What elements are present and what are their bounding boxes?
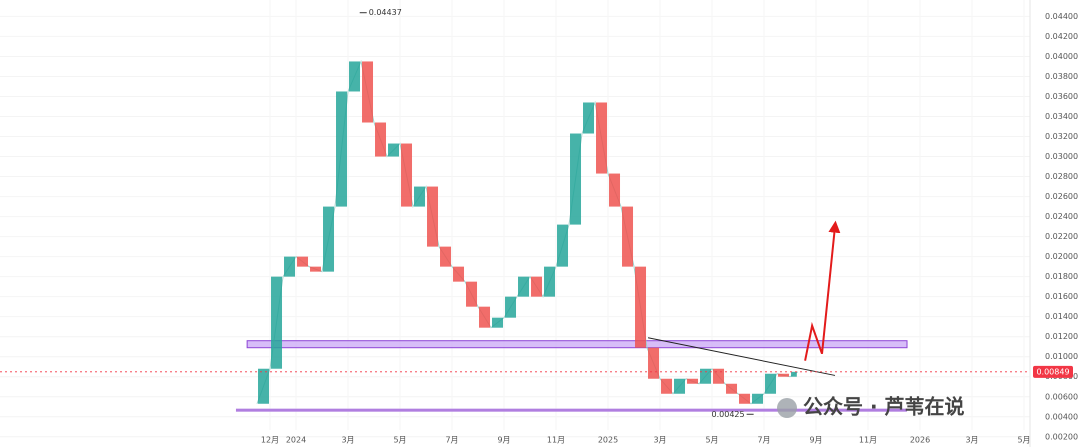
candle [505, 296, 517, 318]
y-tick-label: 0.00400 [1045, 412, 1078, 421]
y-tick-label: 0.03800 [1045, 72, 1078, 81]
x-tick-label: 2026 [910, 436, 930, 445]
price-line [256, 59, 799, 405]
watermark: 公众号 · 芦苇在说 [803, 395, 965, 419]
y-tick-label: 0.02800 [1045, 172, 1078, 181]
candle [440, 246, 452, 267]
candle [492, 317, 504, 328]
candle [700, 368, 712, 384]
candle [687, 378, 699, 384]
x-tick-label: 5月 [1017, 436, 1030, 445]
candle [414, 186, 426, 207]
x-tick-label: 11月 [859, 436, 877, 445]
candle [375, 122, 387, 157]
x-tick-label: 2025 [598, 436, 618, 445]
candle [388, 143, 400, 157]
x-tick-label: 2024 [286, 436, 306, 445]
y-tick-label: 0.02600 [1045, 192, 1078, 201]
candle [583, 102, 595, 134]
y-tick-label: 0.03400 [1045, 112, 1078, 121]
candle [544, 266, 556, 297]
candle [297, 256, 309, 267]
current-price-box [1033, 365, 1073, 378]
y-tick-label: 0.01400 [1045, 312, 1078, 321]
candle [466, 281, 478, 307]
y-tick-label: 0.01800 [1045, 272, 1078, 281]
candle [453, 266, 465, 282]
candle [479, 306, 491, 328]
candle [401, 143, 413, 207]
candle [596, 102, 608, 174]
trendline [647, 337, 836, 376]
candle [661, 378, 673, 394]
candle [323, 206, 335, 272]
candle [778, 373, 790, 377]
candle [336, 91, 348, 207]
candle [713, 368, 725, 384]
y-tick-label: 0.03000 [1045, 152, 1078, 161]
candle [648, 347, 660, 379]
high-label: 0.04437 [369, 8, 402, 17]
y-tick-label: 0.00600 [1045, 392, 1078, 401]
candle [674, 378, 686, 394]
candle [622, 206, 634, 267]
x-tick-label: 12月 [261, 436, 279, 445]
y-tick-label: 0.02000 [1045, 252, 1078, 261]
candle [427, 186, 439, 247]
candle [765, 373, 777, 394]
candle [570, 133, 582, 225]
y-tick-label: 0.01000 [1045, 352, 1078, 361]
y-tick-label: 0.01600 [1045, 292, 1078, 301]
y-tick-label: 0.02200 [1045, 232, 1078, 241]
y-tick-label: 0.02400 [1045, 212, 1078, 221]
candle [635, 266, 647, 348]
candle [271, 276, 283, 369]
x-tick-label: 5月 [393, 436, 406, 445]
candle [609, 173, 621, 207]
x-tick-label: 7月 [757, 436, 770, 445]
candle [362, 61, 374, 123]
x-tick-label: 7月 [445, 436, 458, 445]
y-tick-label: 0.04200 [1045, 32, 1078, 41]
candle [531, 276, 543, 297]
candle [518, 276, 530, 297]
x-tick-label: 3月 [965, 436, 978, 445]
x-tick-label: 11月 [547, 436, 565, 445]
current-price-label: 0.00849 [1036, 367, 1069, 376]
candle [310, 266, 322, 272]
x-tick-label: 9月 [497, 436, 510, 445]
candle [557, 224, 569, 267]
y-tick-label: 0.00200 [1045, 432, 1078, 441]
x-tick-label: 5月 [705, 436, 718, 445]
y-tick-label: 0.03600 [1045, 92, 1078, 101]
candle [284, 256, 296, 277]
y-tick-label: 0.01200 [1045, 332, 1078, 341]
candle [349, 61, 361, 92]
y-tick-label: 0.04000 [1045, 52, 1078, 61]
candle [258, 368, 270, 404]
low-label: 0.00425 [712, 410, 745, 419]
x-tick-label: 3月 [341, 436, 354, 445]
y-tick-label: 0.04400 [1045, 12, 1078, 21]
projection-arrow [804, 220, 841, 361]
x-tick-label: 3月 [653, 436, 666, 445]
candle [752, 393, 764, 404]
watermark-icon [777, 398, 797, 418]
candle [739, 393, 751, 404]
support-line [235, 408, 908, 412]
x-tick-label: 9月 [809, 436, 822, 445]
y-tick-label: 0.03200 [1045, 132, 1078, 141]
resistance-zone [246, 340, 908, 349]
candle [791, 371, 797, 377]
candle [726, 383, 738, 394]
